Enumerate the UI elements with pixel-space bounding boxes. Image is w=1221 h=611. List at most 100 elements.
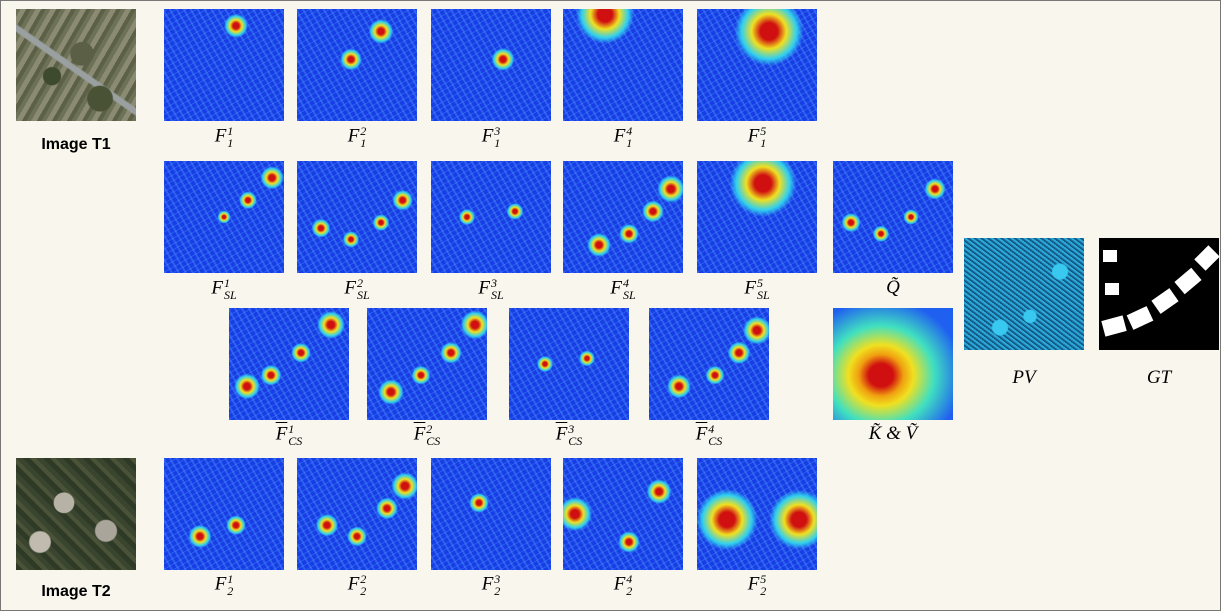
feature-map <box>164 458 284 570</box>
label-base: F <box>348 573 360 594</box>
label-sub: 2 <box>494 585 500 597</box>
label-base: F <box>696 423 708 444</box>
feature-map <box>431 9 551 121</box>
label-scripts: 42 <box>626 573 632 597</box>
label-base: F <box>344 277 356 298</box>
feature-map <box>164 161 284 273</box>
label-base: F <box>744 277 756 298</box>
feature-map <box>697 161 817 273</box>
label-sub: SL <box>491 289 504 301</box>
feature-map <box>697 458 817 570</box>
gt-region <box>1103 250 1117 262</box>
label-scripts: 4SL <box>623 277 636 301</box>
gt-region <box>1194 245 1219 270</box>
gt-region <box>1101 315 1126 336</box>
label-base: GT <box>1147 367 1171 388</box>
image-t2 <box>16 458 136 570</box>
label-sub: 1 <box>227 137 233 149</box>
label-base: F <box>215 573 227 594</box>
feature-map <box>229 308 349 420</box>
feature-map <box>509 308 629 420</box>
gt-region <box>1174 268 1201 294</box>
gt-region <box>1127 306 1154 330</box>
feature-map <box>833 161 953 273</box>
label-scripts: 1SL <box>224 277 237 301</box>
label-sub: CS <box>568 435 582 447</box>
label-scripts: 52 <box>760 573 766 597</box>
pv-map <box>964 238 1084 350</box>
label-base: F <box>748 125 760 146</box>
label-base: F <box>215 125 227 146</box>
label-sub: CS <box>708 435 722 447</box>
label-sub: 1 <box>760 137 766 149</box>
label-base: Q̃ <box>886 277 900 298</box>
label-base: F <box>414 423 426 444</box>
panel-label: K̃ & Ṽ <box>813 423 973 445</box>
label-sub: CS <box>288 435 302 447</box>
feature-map <box>297 9 417 121</box>
label-sub: CS <box>426 435 440 447</box>
feature-map <box>164 9 284 121</box>
label-sub: SL <box>224 289 237 301</box>
feature-map <box>563 458 683 570</box>
label-base: PV <box>1012 367 1035 388</box>
label-sub: 1 <box>626 137 632 149</box>
feature-map <box>297 161 417 273</box>
label-sub: SL <box>623 289 636 301</box>
label-sub: SL <box>757 289 770 301</box>
image-t1 <box>16 9 136 121</box>
feature-map <box>697 9 817 121</box>
label-base: F <box>748 573 760 594</box>
label-base: F <box>556 423 568 444</box>
label-base: F <box>478 277 490 298</box>
label-base: F <box>482 573 494 594</box>
figure: Image T1 Image T2 F11F21F31F41F51F1SLF2S… <box>0 0 1221 611</box>
label-base: F <box>348 125 360 146</box>
image-t1-label: Image T1 <box>1 136 151 154</box>
feature-map <box>833 308 953 420</box>
image-t2-label: Image T2 <box>1 583 151 601</box>
label-base: F <box>211 277 223 298</box>
label-base: F <box>614 573 626 594</box>
feature-map <box>431 161 551 273</box>
label-base: F <box>482 125 494 146</box>
gt-region <box>1151 288 1178 314</box>
label-sub: 2 <box>760 585 766 597</box>
label-sub: 1 <box>494 137 500 149</box>
feature-map <box>563 161 683 273</box>
gt-map <box>1099 238 1219 350</box>
panel-label: Q̃ <box>813 277 973 299</box>
feature-map <box>649 308 769 420</box>
feature-map <box>367 308 487 420</box>
label-sub: 2 <box>626 585 632 597</box>
label-base: F <box>614 125 626 146</box>
label-sub: 2 <box>360 585 366 597</box>
feature-map <box>563 9 683 121</box>
feature-map <box>297 458 417 570</box>
feature-map <box>431 458 551 570</box>
label-sub: 1 <box>360 137 366 149</box>
panel-label: F1CS <box>209 423 369 447</box>
label-base: F <box>276 423 288 444</box>
label-base: K̃ & Ṽ <box>869 423 918 444</box>
label-sub: SL <box>357 289 370 301</box>
label-base: F <box>610 277 622 298</box>
